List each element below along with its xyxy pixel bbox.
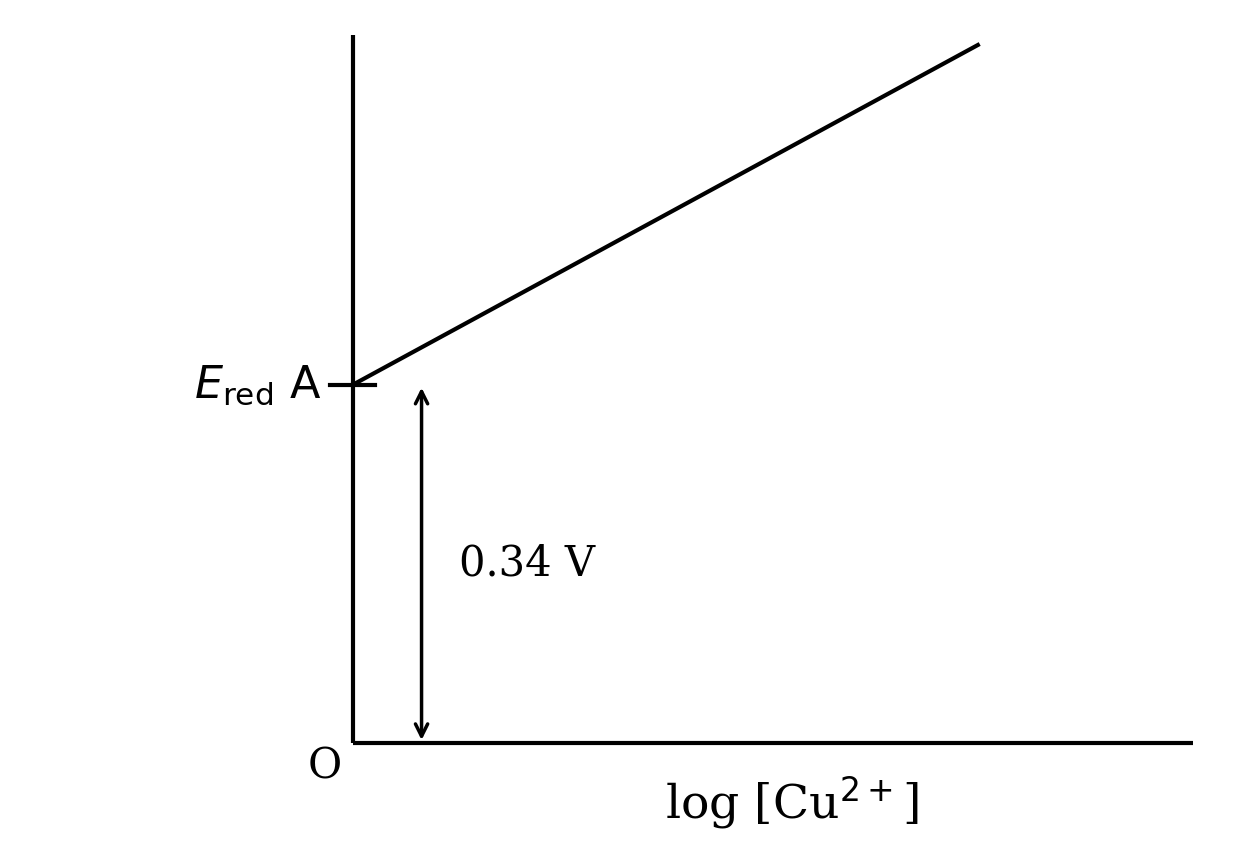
Text: $\mathit{E}_{\mathrm{red}}\ \mathrm{A}$: $\mathit{E}_{\mathrm{red}}\ \mathrm{A}$: [194, 363, 322, 407]
Text: O: O: [308, 746, 342, 787]
Text: log [Cu$^{2+}$]: log [Cu$^{2+}$]: [665, 774, 919, 831]
Text: 0.34 V: 0.34 V: [459, 543, 595, 585]
